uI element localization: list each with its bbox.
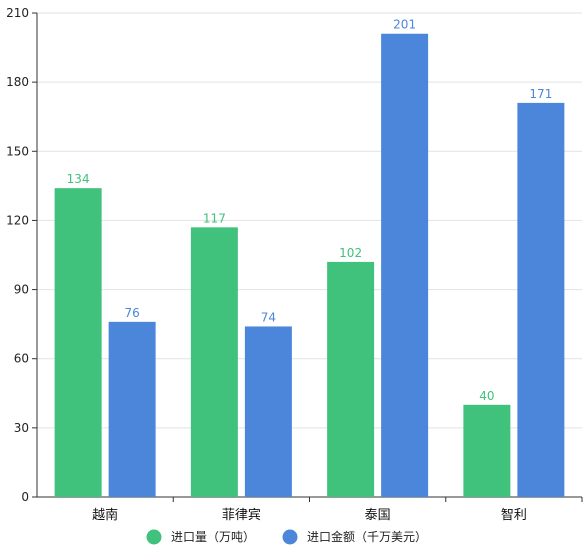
y-tick-label-5: 150 [6, 144, 29, 158]
legend-marker-1[interactable] [282, 529, 298, 545]
bar-0-2[interactable] [327, 261, 375, 497]
legend-marker-0[interactable] [146, 529, 162, 545]
y-tick-label-2: 60 [14, 352, 29, 366]
bar-value-label-0-3: 40 [479, 389, 494, 403]
bar-1-0[interactable] [108, 321, 156, 497]
bar-value-label-1-1: 74 [261, 310, 276, 324]
y-tick-label-3: 90 [14, 283, 29, 297]
bar-1-3[interactable] [517, 102, 565, 497]
y-tick-label-1: 30 [14, 421, 29, 435]
bar-value-label-1-2: 201 [393, 18, 416, 32]
y-tick-label-0: 0 [21, 490, 29, 504]
y-tick-label-7: 210 [6, 6, 29, 20]
category-label-2: 泰国 [365, 508, 391, 523]
bar-1-1[interactable] [244, 326, 292, 497]
category-label-3: 智利 [501, 508, 527, 523]
bar-0-1[interactable] [190, 227, 238, 498]
bar-value-label-0-1: 117 [203, 211, 226, 225]
y-tick-label-6: 180 [6, 75, 29, 89]
category-label-0: 越南 [92, 507, 118, 523]
legend-label-0[interactable]: 进口量（万吨） [171, 530, 255, 544]
bar-value-label-0-2: 102 [339, 246, 362, 260]
category-label-1: 菲律宾 [222, 507, 261, 523]
bar-0-0[interactable] [54, 188, 102, 497]
y-tick-label-4: 120 [6, 213, 29, 227]
legend-label-1[interactable]: 进口金额（千万美元） [307, 529, 427, 544]
bar-0-3[interactable] [463, 404, 511, 497]
bar-value-label-1-3: 171 [529, 87, 552, 101]
bar-value-label-0-0: 134 [67, 172, 90, 186]
bar-value-label-1-0: 76 [124, 306, 139, 320]
bar-1-2[interactable] [381, 33, 429, 497]
